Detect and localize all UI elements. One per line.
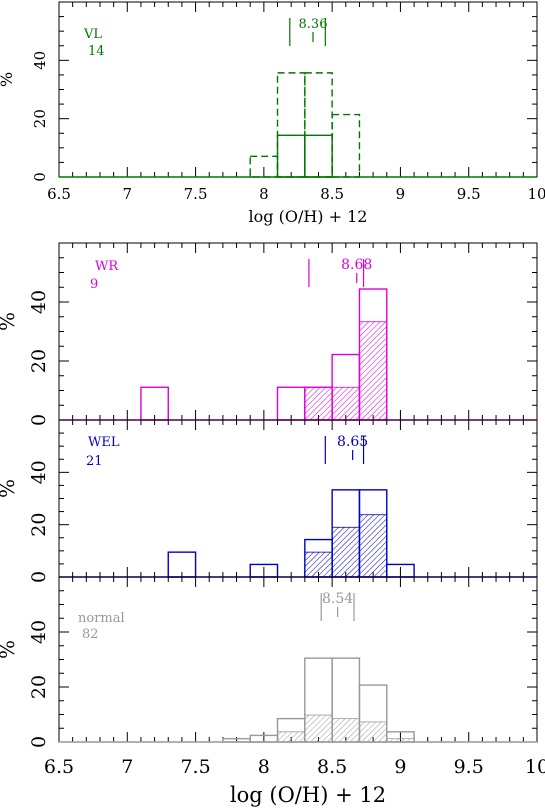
sample-count: 21 — [86, 454, 103, 469]
y-tick-label: 20 — [28, 349, 50, 373]
sample-count: 82 — [82, 627, 99, 642]
x-tick-label: 6.5 — [47, 185, 71, 203]
x-tick-label: 7 — [123, 185, 133, 203]
x-tick-label: 8 — [258, 756, 270, 778]
hatched-bar — [304, 551, 333, 578]
y-tick-label: 0 — [28, 414, 50, 426]
x-tick-label: 9.5 — [457, 185, 481, 203]
sample-label: WEL — [88, 435, 120, 450]
median-label: 8.36 — [299, 17, 328, 32]
panel-normal: 0 20 40% 6.5 7 7.5 8 8.5 9 9.5 10 log (O/H) + 12 8.5… — [0, 576, 545, 807]
y-tick-label: 0 — [31, 172, 49, 182]
y-tick-label: 0 — [28, 736, 50, 748]
median-label: 8.68 — [341, 257, 372, 273]
x-tick-label: 10 — [525, 756, 545, 778]
y-tick-label: 40 — [28, 620, 50, 644]
x-tick-label: 9 — [396, 185, 406, 203]
plot-frame — [58, 242, 538, 421]
x-tick-label: 8.5 — [320, 185, 344, 203]
plot-frame — [58, 576, 538, 743]
panel-VL: 0 20 40% 6.5 7 7.5 8 8.5 9 9.5 10 log (O/H) + 12 8.3… — [0, 1, 545, 226]
hatched-bar — [331, 718, 360, 743]
hatched-bar — [359, 721, 388, 743]
median-label: 8.54 — [322, 591, 353, 607]
x-tick-label: 9 — [394, 756, 406, 778]
y-tick-label: 40 — [31, 51, 49, 70]
dashed-bar — [331, 113, 361, 178]
y-axis-label: % — [0, 640, 19, 659]
sample-label: VL — [83, 27, 102, 42]
y-axis-label: % — [0, 479, 19, 498]
dashed-bar — [304, 72, 333, 178]
sample-label: WR — [95, 259, 119, 274]
hatched-bar — [277, 731, 306, 743]
y-axis-label: % — [0, 312, 19, 331]
y-tick-label: 20 — [28, 513, 50, 537]
x-tick-label: 8.5 — [317, 756, 347, 778]
hatched-bar — [331, 526, 360, 578]
x-tick-label: 10 — [527, 185, 545, 203]
y-tick-label: 20 — [31, 109, 49, 128]
y-tick-label: 20 — [28, 675, 50, 699]
x-axis-label: log (O/H) + 12 — [249, 207, 368, 226]
y-tick-label: 0 — [28, 571, 50, 583]
median-label: 8.65 — [337, 434, 368, 450]
x-tick-label: 6.5 — [44, 756, 74, 778]
dashed-bar — [276, 72, 306, 178]
hatched-bar — [359, 321, 388, 421]
histogram-bar — [304, 134, 333, 178]
x-tick-label: 9.5 — [454, 756, 484, 778]
hatched-bar — [359, 514, 388, 578]
plot-frame — [58, 419, 538, 578]
panel-WR: 0 20 40% 8.68 WR 9 — [0, 242, 538, 426]
sample-count: 14 — [88, 44, 105, 59]
hatched-bar — [331, 386, 360, 421]
hatched-bar — [304, 386, 333, 421]
hatched-bar — [304, 714, 333, 743]
y-tick-label: 40 — [28, 290, 50, 314]
sample-count: 9 — [90, 277, 98, 292]
x-tick-label: 7.5 — [184, 185, 208, 203]
y-axis-label: % — [0, 72, 16, 87]
x-axis-label: log (O/H) + 12 — [230, 783, 386, 807]
histogram-bar — [276, 134, 306, 178]
x-tick-label: 7.5 — [180, 756, 210, 778]
panel-WEL: 0 20 40% 8.65 WEL 21 — [0, 419, 538, 583]
y-tick-label: 40 — [28, 460, 50, 484]
x-tick-label: 8 — [259, 185, 269, 203]
sample-label: normal — [78, 611, 125, 626]
x-tick-label: 7 — [121, 756, 133, 778]
